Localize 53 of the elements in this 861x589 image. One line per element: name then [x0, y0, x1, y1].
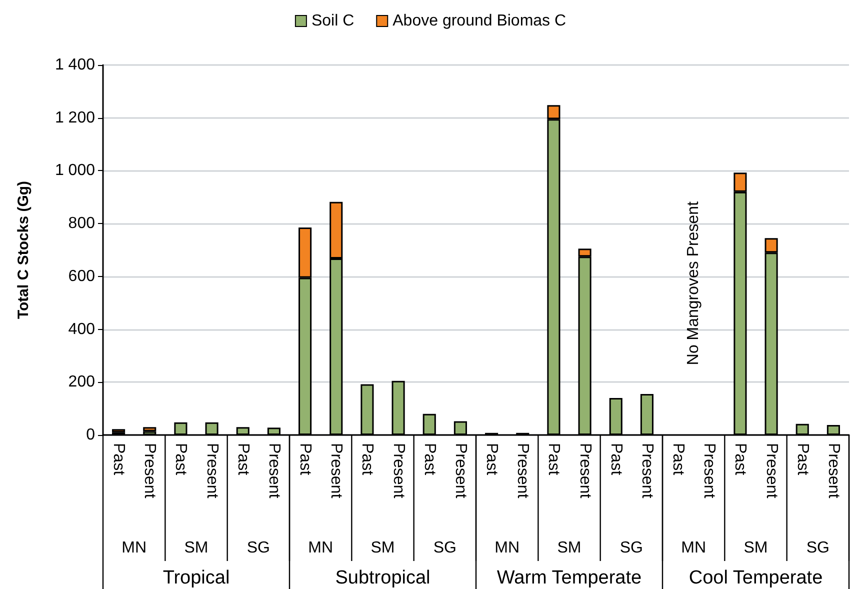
x-tick-label: Past [607, 443, 624, 476]
x-tick-label: Present [452, 443, 469, 499]
text: SM [557, 540, 582, 556]
x-tick-label: Present [203, 443, 220, 499]
y-tick-label: 1 400 [54, 56, 96, 74]
x-tick-label: Present [390, 443, 407, 499]
x-tick-label: Present [762, 443, 780, 499]
text: Tropical [162, 568, 230, 588]
x-tick-label: Present [700, 443, 718, 499]
x-tick-label: Past [358, 443, 376, 476]
text: SG [620, 540, 643, 556]
y-tick-label: 800 [68, 215, 96, 232]
text: SM [744, 540, 768, 556]
y-tick-label: 600 [68, 268, 96, 285]
x-tick-label: Past [234, 443, 252, 476]
text: MN [308, 540, 334, 556]
text: Cool Temperate [688, 568, 823, 588]
text: SG [433, 540, 456, 556]
x-tick-label: Present [638, 443, 656, 499]
x-tick-label: Present [514, 443, 532, 499]
x-tick-label: Present [141, 443, 158, 499]
y-tick-label: 1 000 [54, 162, 96, 180]
x-tick-label: Past [172, 443, 190, 476]
legend-label: Above ground Biomas C [392, 12, 566, 30]
y-tick-label: 200 [68, 374, 96, 391]
text: Subtropical [335, 568, 430, 588]
x-tick-label: Past [296, 443, 314, 476]
x-tick-label: Past [483, 443, 500, 476]
text: MN [122, 540, 147, 556]
text: SG [806, 540, 830, 556]
x-tick-label: Past [670, 443, 687, 476]
y-tick-label: 1 200 [54, 109, 96, 126]
text: SG [246, 540, 270, 556]
x-tick-label: Present [265, 443, 282, 499]
text: SM [184, 540, 208, 556]
y-tick-label: 0 [86, 426, 96, 444]
x-tick-label: Present [824, 443, 842, 499]
y-tick-label: 400 [68, 320, 96, 338]
x-tick-label: Present [576, 443, 594, 499]
x-tick-label: Past [110, 443, 128, 476]
text: SM [370, 540, 395, 556]
bar [143, 427, 156, 432]
x-tick-label: Past [545, 443, 562, 476]
annotation: No Mangroves Present [685, 200, 702, 366]
text: MN [494, 540, 520, 556]
legend-label: Soil C [311, 12, 354, 30]
text: Warm Temperate [496, 568, 642, 588]
x-tick-label: Past [420, 443, 438, 476]
x-tick-label: Present [328, 443, 345, 499]
x-tick-label: Past [794, 443, 811, 476]
text: MN [681, 540, 706, 556]
x-tick-label: Past [732, 443, 749, 476]
y-axis-title: Total C Stocks (Gg) [15, 180, 32, 320]
